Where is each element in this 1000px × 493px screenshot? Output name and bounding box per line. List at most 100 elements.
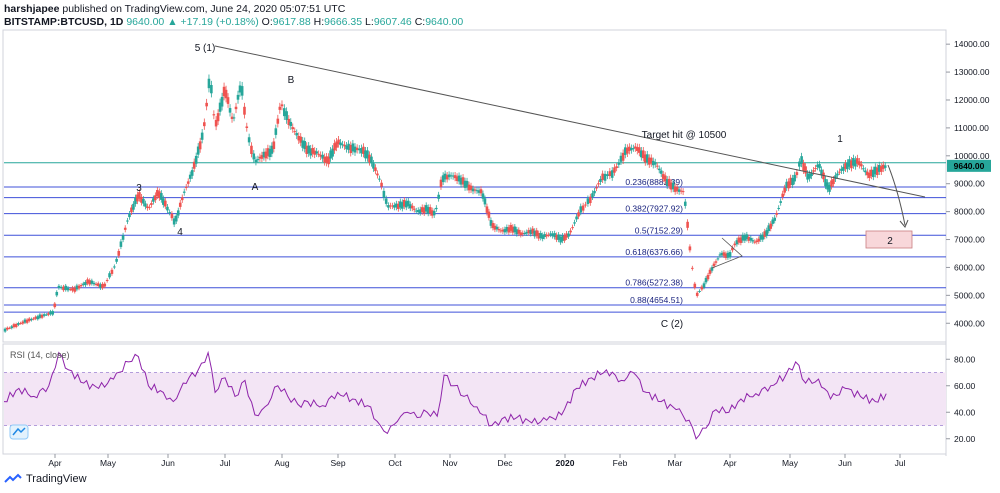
wave-annotation: 1: [837, 134, 843, 145]
candle-body: [563, 235, 566, 241]
candle-body: [435, 207, 438, 210]
candle-body: [6, 327, 9, 330]
candle-body: [581, 205, 585, 211]
candle-body: [3, 328, 7, 332]
candle-body: [529, 229, 533, 235]
tradingview-watermark-glyph: [12, 427, 26, 436]
candle-body: [376, 173, 379, 176]
candle-body: [77, 285, 81, 289]
time-tick-label: Apr: [723, 458, 736, 468]
price-tick-label: 6000.00: [954, 262, 985, 272]
candle-body: [720, 252, 724, 256]
candle-body: [731, 247, 734, 251]
candle-body: [17, 323, 20, 325]
candle-body: [420, 207, 424, 213]
candle-body: [800, 156, 803, 164]
time-tick-label: Oct: [388, 458, 402, 468]
candle-body: [875, 167, 879, 175]
candle-body: [645, 154, 649, 163]
candle-body: [144, 203, 147, 207]
candle-body: [619, 155, 623, 162]
candle-body: [297, 135, 301, 141]
candle-body: [152, 198, 155, 202]
candle-body: [86, 279, 89, 284]
candle-body: [639, 150, 643, 158]
candle-body: [82, 283, 85, 285]
candle-body: [603, 173, 607, 181]
candle-body: [174, 215, 178, 222]
candle-body: [854, 159, 857, 167]
candle-body: [862, 168, 865, 170]
candle-body: [802, 163, 805, 171]
candle-body: [868, 172, 871, 178]
candle-body: [549, 233, 552, 235]
candle-body: [669, 182, 673, 190]
candle-body: [634, 146, 637, 149]
candle-body: [445, 175, 449, 180]
candle-body: [64, 285, 68, 290]
candle-body: [533, 230, 537, 237]
candle-body: [190, 170, 194, 176]
candle-body: [836, 173, 839, 176]
candle-body: [355, 147, 359, 151]
candle-body: [234, 106, 238, 110]
candle-body: [23, 319, 27, 323]
candle-body: [507, 227, 511, 233]
rsi-tick-label: 60.00: [954, 381, 976, 391]
candle-body: [543, 234, 547, 237]
candle-body: [509, 225, 513, 231]
candle-body: [523, 233, 527, 235]
trendline: [214, 45, 926, 198]
low-value: 9607.46: [373, 16, 412, 28]
candle-body: [119, 241, 123, 247]
candle-body: [461, 177, 465, 185]
candle-body: [10, 326, 14, 329]
candle-body: [256, 159, 260, 161]
candle-body: [511, 226, 515, 233]
candle-body: [806, 173, 809, 180]
candle-body: [426, 207, 430, 214]
candle-body: [32, 318, 35, 320]
candle-body: [879, 166, 883, 172]
candle-body: [362, 146, 365, 154]
candle-body: [270, 145, 274, 154]
candle-body: [675, 187, 679, 192]
candle-body: [745, 234, 749, 240]
candle-body: [567, 233, 570, 237]
price-change: ▲ +17.19 (+0.18%): [167, 16, 259, 28]
candle-body: [138, 192, 141, 199]
candle-body: [559, 236, 562, 243]
candle-body: [200, 132, 204, 140]
candle-body: [182, 191, 186, 193]
candle-body: [160, 193, 163, 200]
candle-body: [295, 133, 299, 136]
candle-body: [121, 235, 125, 240]
candle-body: [123, 227, 127, 230]
candle-body: [733, 243, 737, 246]
candle-body: [475, 190, 479, 192]
candle-body: [681, 191, 685, 193]
tradingview-footer[interactable]: TradingView: [4, 473, 87, 485]
candle-body: [447, 174, 451, 178]
candle-body: [866, 171, 869, 176]
candle-body: [487, 211, 491, 218]
candle-body: [834, 175, 837, 179]
symbol-label[interactable]: BITSTAMP:BTCUSD, 1D: [4, 16, 124, 28]
candle-body: [285, 111, 288, 121]
candle-body: [457, 175, 461, 182]
candle-body: [404, 201, 408, 208]
author-name[interactable]: harshjapee: [4, 3, 60, 15]
candle-body: [641, 150, 645, 159]
publish-info: harshjapee published on TradingView.com,…: [4, 3, 345, 15]
candle-body: [459, 177, 463, 185]
candle-body: [769, 223, 773, 229]
candle-body: [589, 196, 592, 204]
candle-body: [840, 168, 843, 171]
candle-body: [309, 148, 312, 156]
time-tick-label: Aug: [274, 458, 289, 468]
candle-body: [728, 252, 732, 258]
price-tick-label: 7000.00: [954, 235, 985, 245]
candle-body: [718, 254, 722, 256]
price-tick-label: 14000.00: [954, 39, 990, 49]
candle-body: [663, 175, 667, 182]
